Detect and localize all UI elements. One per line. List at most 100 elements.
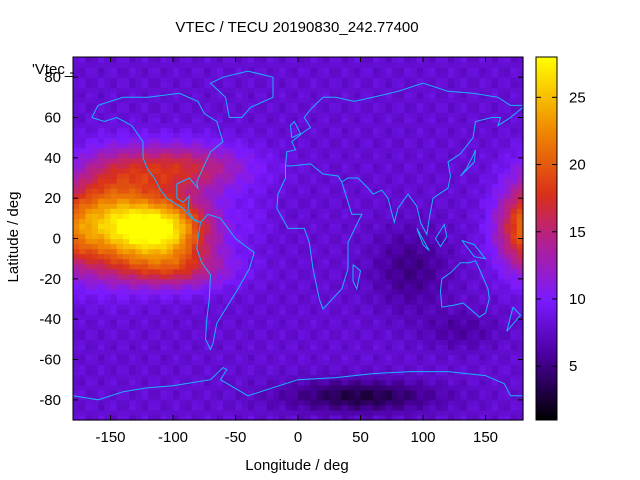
heatmap-cell: [329, 77, 337, 83]
heatmap-cell: [473, 299, 480, 305]
heatmap-cell: [166, 92, 174, 98]
heatmap-cell: [316, 77, 324, 83]
heatmap-cell: [310, 278, 318, 285]
heatmap-cell: [498, 117, 505, 124]
heatmap-cell: [273, 117, 280, 124]
heatmap-cell: [304, 193, 312, 199]
heatmap-cell: [360, 208, 368, 214]
heatmap-cell: [354, 87, 362, 93]
heatmap-cell: [366, 359, 374, 366]
heatmap-cell: [104, 384, 112, 391]
heatmap-cell: [260, 414, 268, 421]
heatmap-cell: [98, 359, 105, 366]
heatmap-cell: [285, 112, 293, 119]
heatmap-cell: [154, 67, 162, 73]
heatmap-cell: [366, 238, 374, 245]
heatmap-cell: [179, 82, 187, 88]
heatmap-cell: [473, 304, 480, 310]
heatmap-cell: [454, 193, 462, 199]
heatmap-cell: [391, 409, 399, 416]
heatmap-cell: [116, 314, 124, 320]
heatmap-cell: [498, 389, 505, 396]
heatmap-cell: [185, 172, 193, 179]
heatmap-cell: [379, 283, 387, 290]
heatmap-cell: [385, 414, 393, 421]
heatmap-cell: [373, 198, 380, 204]
heatmap-cell: [310, 77, 318, 83]
heatmap-cell: [248, 122, 255, 129]
heatmap-cell: [110, 399, 118, 406]
heatmap-cell: [185, 304, 193, 310]
heatmap-cell: [135, 253, 143, 260]
heatmap-cell: [466, 203, 474, 209]
heatmap-cell: [160, 409, 168, 416]
heatmap-cell: [129, 369, 137, 376]
heatmap-cell: [504, 389, 512, 396]
heatmap-cell: [254, 233, 262, 240]
heatmap-cell: [310, 142, 318, 149]
heatmap-cell: [366, 127, 374, 134]
heatmap-cell: [154, 374, 162, 381]
heatmap-cell: [398, 394, 405, 401]
heatmap-cell: [510, 142, 518, 149]
heatmap-cell: [110, 414, 118, 421]
heatmap-cell: [173, 243, 180, 250]
heatmap-cell: [373, 324, 380, 330]
heatmap-cell: [404, 183, 412, 189]
heatmap-cell: [273, 183, 280, 189]
heatmap-cell: [510, 314, 518, 320]
heatmap-cell: [185, 288, 193, 295]
heatmap-cell: [73, 147, 80, 154]
heatmap-cell: [229, 329, 237, 335]
heatmap-cell: [454, 344, 462, 351]
heatmap-cell: [229, 268, 237, 275]
heatmap-cell: [279, 299, 287, 305]
heatmap-cell: [360, 288, 368, 295]
heatmap-cell: [223, 329, 230, 335]
heatmap-cell: [379, 107, 387, 114]
heatmap-cell: [354, 132, 362, 139]
heatmap-cell: [135, 223, 143, 230]
heatmap-cell: [154, 399, 162, 406]
heatmap-cell: [235, 374, 243, 381]
heatmap-cell: [423, 162, 430, 169]
heatmap-cell: [448, 404, 455, 411]
heatmap-cell: [398, 147, 405, 154]
heatmap-cell: [260, 112, 268, 119]
heatmap-cell: [441, 258, 449, 265]
heatmap-cell: [223, 152, 230, 159]
heatmap-cell: [354, 394, 362, 401]
heatmap-cell: [273, 198, 280, 204]
heatmap-cell: [73, 409, 80, 416]
heatmap-cell: [241, 183, 249, 189]
heatmap-cell: [385, 203, 393, 209]
heatmap-cell: [341, 82, 349, 88]
heatmap-cell: [291, 132, 299, 139]
heatmap-cell: [404, 223, 412, 230]
heatmap-cell: [260, 389, 268, 396]
heatmap-cell: [229, 364, 237, 371]
heatmap-cell: [154, 208, 162, 214]
heatmap-cell: [291, 107, 299, 114]
heatmap-cell: [435, 329, 443, 335]
heatmap-cell: [241, 369, 249, 376]
heatmap-cell: [248, 273, 255, 280]
heatmap-cell: [204, 107, 212, 114]
heatmap-cell: [354, 324, 362, 330]
heatmap-cell: [304, 414, 312, 421]
heatmap-cell: [166, 87, 174, 93]
heatmap-cell: [154, 132, 162, 139]
heatmap-cell: [329, 299, 337, 305]
heatmap-cell: [266, 137, 274, 144]
heatmap-cell: [260, 253, 268, 260]
heatmap-cell: [429, 409, 437, 416]
heatmap-cell: [391, 299, 399, 305]
heatmap-cell: [98, 379, 105, 386]
heatmap-cell: [216, 213, 224, 219]
heatmap-cell: [379, 253, 387, 260]
heatmap-cell: [491, 127, 499, 134]
heatmap-cell: [504, 253, 512, 260]
heatmap-cell: [516, 374, 524, 381]
heatmap-cell: [123, 258, 130, 265]
heatmap-cell: [366, 213, 374, 219]
